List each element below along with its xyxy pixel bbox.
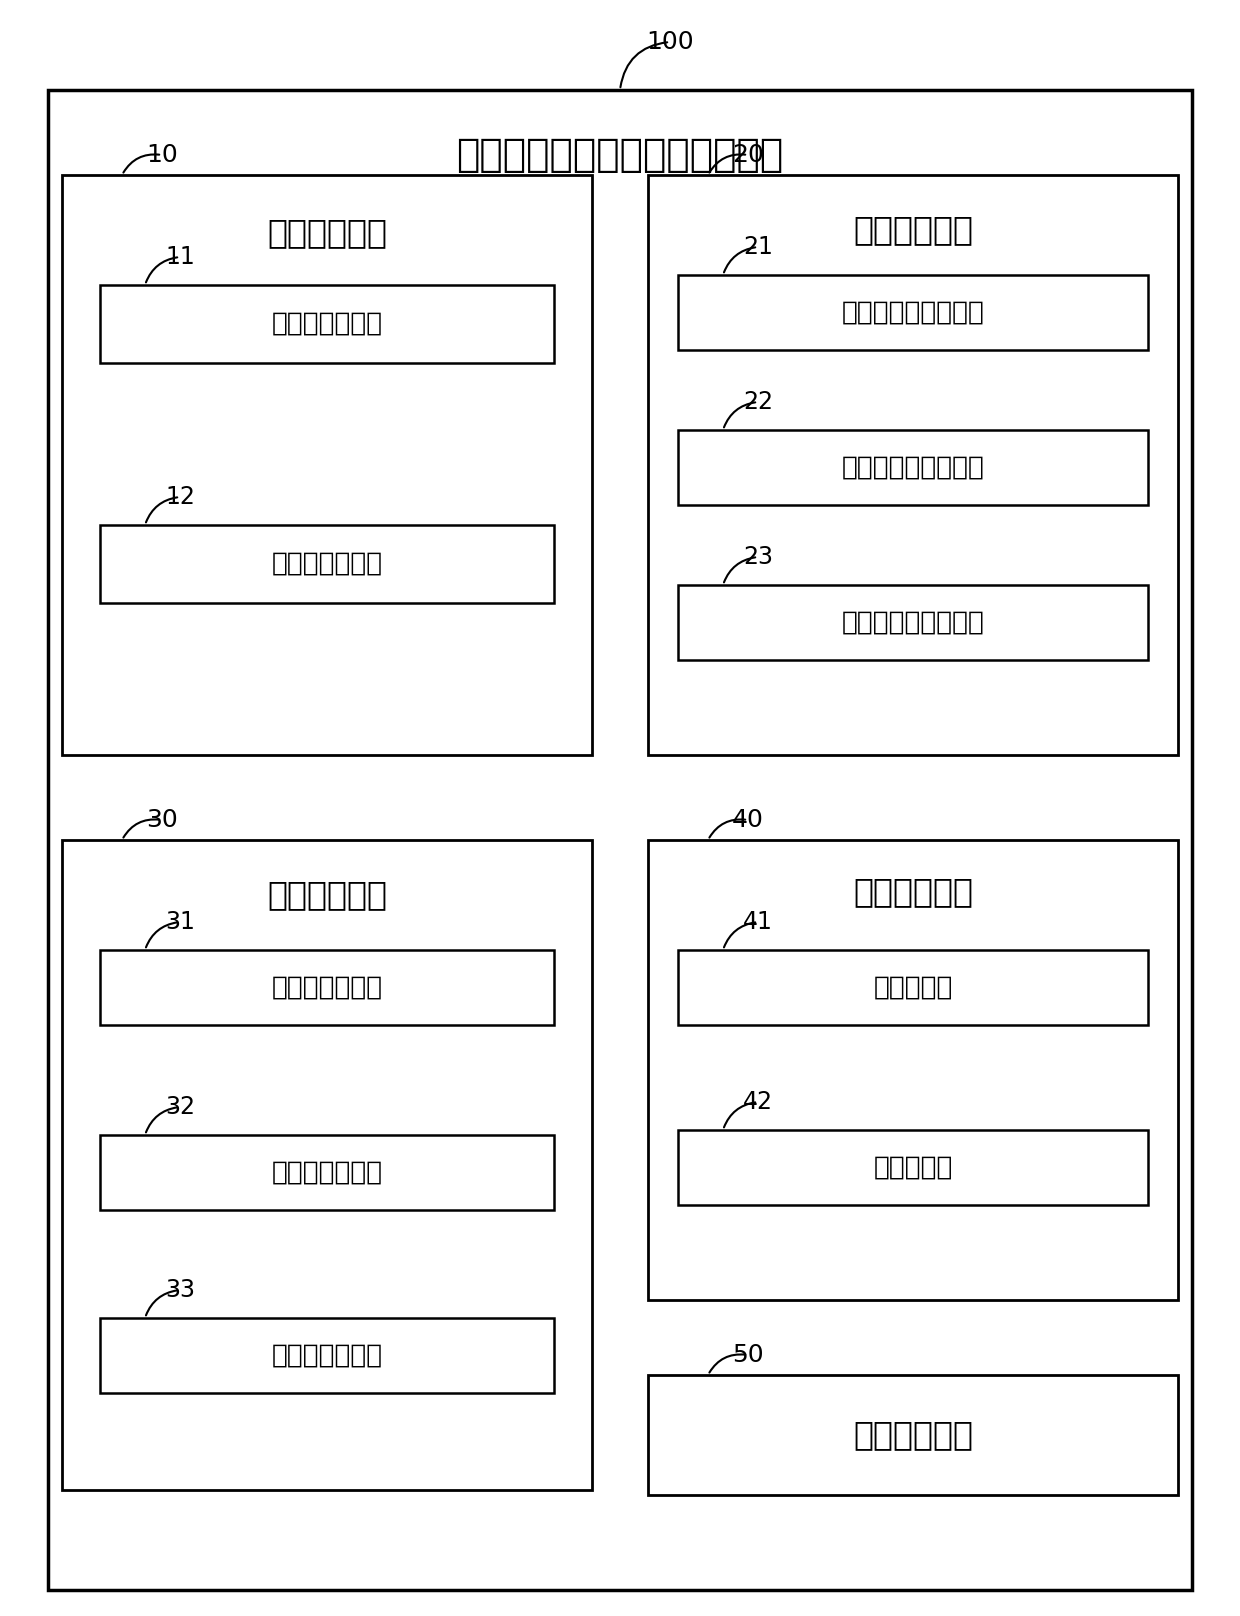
- Bar: [678, 950, 1148, 1025]
- Text: 资料管理模块: 资料管理模块: [267, 217, 387, 249]
- Text: 第一测算子模块: 第一测算子模块: [272, 974, 383, 1000]
- Bar: [649, 175, 1178, 755]
- Text: 23: 23: [743, 545, 773, 569]
- Text: 11: 11: [165, 246, 195, 268]
- Text: 12: 12: [165, 485, 195, 509]
- Bar: [678, 275, 1148, 351]
- Text: 20: 20: [732, 142, 764, 166]
- Bar: [678, 585, 1148, 659]
- Text: 分析处理模块: 分析处理模块: [267, 879, 387, 911]
- Text: 50: 50: [732, 1343, 764, 1367]
- Text: 30: 30: [146, 808, 177, 832]
- Bar: [100, 950, 554, 1025]
- Text: 动态分析子模块: 动态分析子模块: [272, 1343, 383, 1369]
- Text: 42: 42: [743, 1091, 773, 1113]
- Text: 超声造影辅助子模块: 超声造影辅助子模块: [842, 609, 985, 635]
- Text: 21: 21: [743, 234, 773, 259]
- Text: 第二测算子模块: 第二测算子模块: [272, 1160, 383, 1186]
- Text: 第二超声导入子模块: 第二超声导入子模块: [842, 454, 985, 480]
- Text: 33: 33: [165, 1278, 195, 1302]
- Text: 41: 41: [743, 910, 773, 934]
- Bar: [62, 840, 591, 1490]
- Text: 身份判别子模块: 身份判别子模块: [272, 310, 383, 338]
- Text: 移植肾免疫状态的无创检测系统: 移植肾免疫状态的无创检测系统: [456, 136, 784, 175]
- Bar: [678, 1130, 1148, 1206]
- Bar: [649, 1375, 1178, 1495]
- Bar: [100, 1134, 554, 1210]
- Text: 31: 31: [165, 910, 195, 934]
- Bar: [100, 1319, 554, 1393]
- Text: 显示子模块: 显示子模块: [873, 1154, 952, 1181]
- Text: 40: 40: [732, 808, 764, 832]
- Text: 数据同步子模块: 数据同步子模块: [272, 551, 383, 577]
- Text: 100: 100: [646, 31, 694, 53]
- Bar: [62, 175, 591, 755]
- Bar: [100, 525, 554, 603]
- Text: 22: 22: [743, 389, 773, 414]
- Text: 超声连接模块: 超声连接模块: [853, 213, 973, 247]
- Bar: [678, 430, 1148, 504]
- Text: 报告子模块: 报告子模块: [873, 974, 952, 1000]
- Text: 第一超声导入子模块: 第一超声导入子模块: [842, 299, 985, 325]
- Bar: [649, 840, 1178, 1299]
- Text: 10: 10: [146, 142, 177, 166]
- Text: 32: 32: [165, 1096, 195, 1118]
- Text: 流程管理模块: 流程管理模块: [853, 1419, 973, 1451]
- Bar: [100, 284, 554, 364]
- Text: 结果输出模块: 结果输出模块: [853, 876, 973, 908]
